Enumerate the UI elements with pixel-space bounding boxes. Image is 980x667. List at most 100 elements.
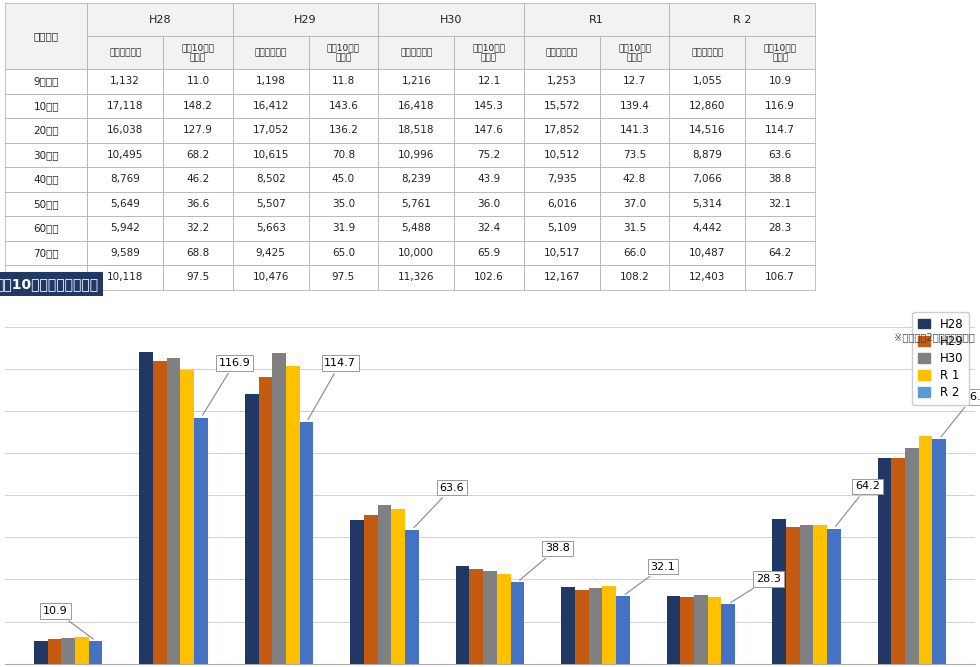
Bar [378,93,454,118]
Bar [163,191,233,216]
Text: 17,052: 17,052 [253,125,289,135]
Bar [233,93,309,118]
Text: 9,589: 9,589 [111,248,140,258]
Bar [5,265,87,289]
Text: 66.0: 66.0 [623,248,646,258]
Text: 17,118: 17,118 [107,101,143,111]
Text: 10.9: 10.9 [768,77,792,87]
Bar [669,167,745,191]
Text: 108.2: 108.2 [619,272,650,282]
Bar [309,93,378,118]
Bar [800,525,813,664]
Bar [600,191,669,216]
Text: 行方不明者数: 行方不明者数 [255,48,287,57]
Bar [378,167,454,191]
Text: 116.9: 116.9 [203,358,251,415]
Text: 4,442: 4,442 [693,223,722,233]
Text: 12.1: 12.1 [477,77,501,87]
Bar [163,143,233,167]
Bar [87,216,163,241]
Bar [163,265,233,289]
Bar [524,191,600,216]
Bar [669,191,745,216]
Bar [194,418,208,664]
Bar [87,265,163,289]
Bar [377,506,391,664]
Text: 73.5: 73.5 [623,150,646,160]
Text: 10,517: 10,517 [544,248,580,258]
Bar [454,216,524,241]
Text: 8,239: 8,239 [402,175,431,184]
Legend: H28, H29, H30, R 1, R 2: H28, H29, H30, R 1, R 2 [912,311,969,405]
Text: 40歳代: 40歳代 [33,175,59,184]
Text: 38.8: 38.8 [768,175,792,184]
Bar [483,571,497,664]
Bar [454,241,524,265]
Text: 31.5: 31.5 [623,223,646,233]
Bar [524,241,600,265]
Text: 人口10万人
当たり: 人口10万人 当たり [327,43,360,63]
Bar [669,265,745,289]
Bar [405,530,418,664]
Text: 31.9: 31.9 [332,223,355,233]
Bar [562,586,575,664]
Text: R 2: R 2 [733,15,752,25]
Text: 65.0: 65.0 [332,248,355,258]
Bar [694,596,708,664]
Text: 145.3: 145.3 [474,101,504,111]
Bar [918,436,932,664]
Text: 10,118: 10,118 [107,272,143,282]
Text: 28.3: 28.3 [768,223,792,233]
Bar [680,596,694,664]
Text: 10,615: 10,615 [253,150,289,160]
Bar [163,167,233,191]
Bar [666,596,680,664]
Bar [905,448,918,664]
Bar [575,590,589,664]
Text: 32.4: 32.4 [477,223,501,233]
Bar [272,353,286,664]
Bar [745,191,815,216]
Bar [309,143,378,167]
Bar [364,515,377,664]
Text: 68.8: 68.8 [186,248,210,258]
Bar [378,241,454,265]
Bar [669,216,745,241]
Bar [745,216,815,241]
Bar [600,216,669,241]
Text: 106.7: 106.7 [765,272,795,282]
Text: 97.5: 97.5 [332,272,355,282]
Text: 8,502: 8,502 [256,175,285,184]
Text: 36.0: 36.0 [477,199,501,209]
Text: R1: R1 [589,15,604,25]
Bar [745,93,815,118]
Text: 人口10万人
当たり: 人口10万人 当たり [763,43,797,63]
Bar [708,598,721,664]
Text: 5,649: 5,649 [111,199,140,209]
Text: 141.3: 141.3 [619,125,650,135]
Text: 5,507: 5,507 [256,199,285,209]
Bar [378,265,454,289]
Text: H28: H28 [149,15,172,25]
Text: 114.7: 114.7 [765,125,795,135]
Bar [524,265,600,289]
Text: 70歳代: 70歳代 [33,248,59,258]
Bar [180,370,194,664]
Bar [669,3,815,36]
Bar [34,640,48,664]
Bar [456,566,469,664]
Bar [600,36,669,69]
Bar [669,69,745,93]
Bar [786,527,800,664]
Bar [745,167,815,191]
Bar [87,36,163,69]
Text: 80歳以上: 80歳以上 [30,272,62,282]
Bar [233,3,378,36]
Text: 6,016: 6,016 [547,199,576,209]
Bar [391,509,405,664]
Bar [497,574,511,664]
Text: 32.1: 32.1 [768,199,792,209]
Bar [454,191,524,216]
Bar [745,241,815,265]
Text: 7,066: 7,066 [693,175,722,184]
